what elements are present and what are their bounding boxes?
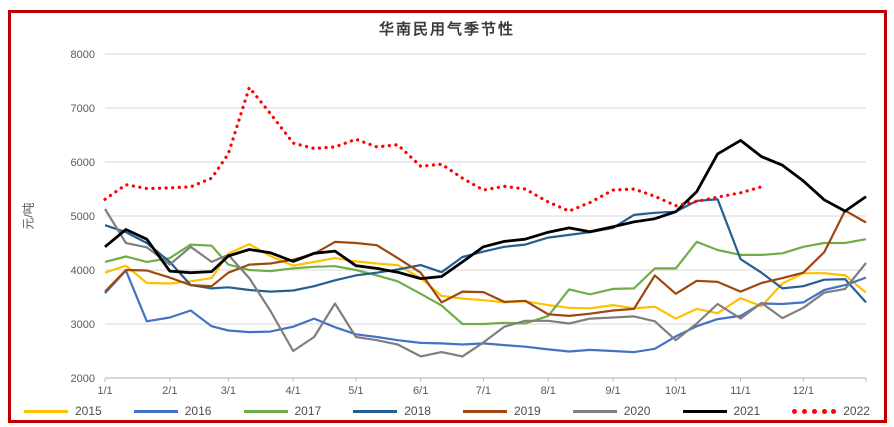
- legend-item-2019: 2019: [463, 404, 541, 418]
- legend-label-2015: 2015: [75, 404, 102, 418]
- y-tick-label-3000: 3000: [71, 319, 95, 331]
- x-tick-label-12-1: 12/1: [793, 385, 814, 397]
- x-tick-label-7-1: 7/1: [476, 385, 491, 397]
- x-tick-label-11-1: 11/1: [730, 385, 751, 397]
- x-tick-label-6-1: 6/1: [413, 385, 428, 397]
- series-line-2018: [104, 198, 867, 304]
- x-tick-label-5-1: 5/1: [348, 385, 363, 397]
- y-tick-label-5000: 5000: [71, 211, 95, 223]
- legend-swatch-2018: [353, 409, 398, 413]
- x-tick-label-3-1: 3/1: [221, 385, 236, 397]
- legend-swatch-2017: [243, 409, 288, 413]
- series-line-2019: [104, 209, 867, 317]
- legend-label-2016: 2016: [184, 404, 212, 418]
- legend-item-2021: 2021: [682, 404, 761, 418]
- chart-legend: 2015 2016 2017 2018 2019 2020 2021 2022: [24, 404, 870, 418]
- x-tick-label-2-1: 2/1: [162, 385, 177, 397]
- x-tick-label-4-1: 4/1: [286, 385, 301, 397]
- series-line-2022: [103, 85, 764, 213]
- legend-label-2018: 2018: [404, 404, 431, 418]
- chart-title: 华南民用气季节性: [378, 21, 515, 38]
- legend-item-2018: 2018: [353, 404, 431, 418]
- legend-item-2016: 2016: [133, 404, 212, 418]
- series-line-2015: [104, 243, 867, 320]
- legend-label-2020: 2020: [623, 404, 651, 418]
- legend-label-2022: 2022: [843, 404, 870, 418]
- series-line-2020: [104, 208, 867, 358]
- legend-swatch-2015: [24, 409, 68, 413]
- x-tick-label-9-1: 9/1: [605, 385, 620, 397]
- legend-dot: [792, 408, 798, 414]
- legend-label-2017: 2017: [294, 404, 322, 418]
- y-tick-label-7000: 7000: [71, 103, 95, 115]
- legend-dot: [811, 408, 817, 414]
- y-tick-label-4000: 4000: [71, 265, 95, 277]
- y-tick-label-8000: 8000: [71, 49, 95, 61]
- legend-item-2022: 2022: [792, 404, 870, 418]
- legend-item-2015: 2015: [24, 404, 102, 418]
- series-line-2017: [104, 238, 867, 326]
- legend-swatch-dotted-2022: [792, 408, 837, 414]
- y-tick-label-2000: 2000: [71, 373, 95, 385]
- x-tick-label-1-1: 1/1: [97, 385, 112, 397]
- legend-swatch-2020: [572, 409, 617, 413]
- legend-swatch-2016: [133, 409, 178, 413]
- y-tick-label-6000: 6000: [71, 157, 95, 169]
- legend-swatch-2021: [682, 409, 727, 413]
- series-line-2021: [104, 138, 867, 281]
- legend-label-2019: 2019: [514, 404, 541, 418]
- legend-label-2021: 2021: [733, 404, 761, 418]
- x-tick-label-8-1: 8/1: [541, 385, 556, 397]
- legend-dot: [802, 408, 807, 414]
- legend-item-2017: 2017: [243, 404, 322, 418]
- legend-item-2020: 2020: [572, 404, 651, 418]
- legend-dot: [831, 408, 837, 414]
- x-tick-label-10-1: 10/1: [665, 385, 686, 397]
- legend-swatch-2019: [463, 409, 507, 413]
- legend-dot: [821, 408, 827, 414]
